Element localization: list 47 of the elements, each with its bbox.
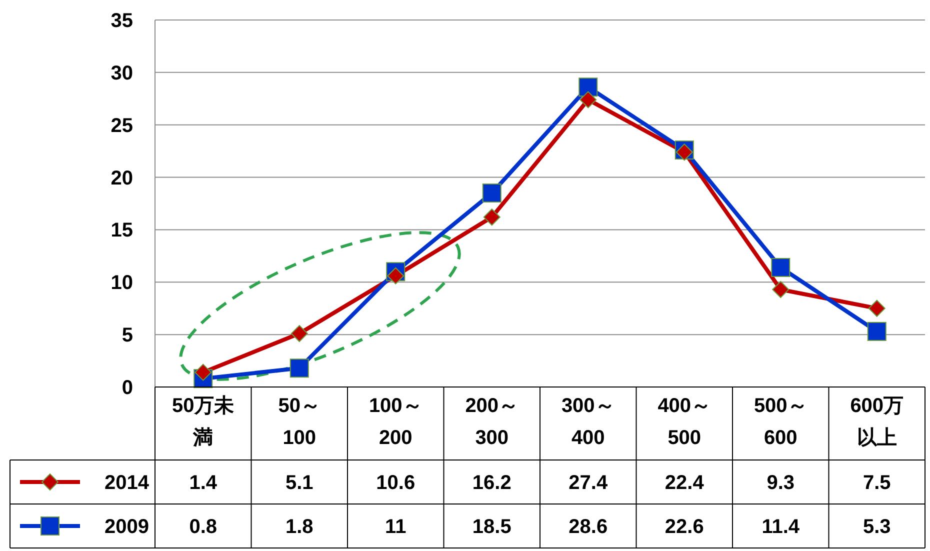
point <box>868 300 886 317</box>
point <box>387 267 404 284</box>
point <box>772 280 790 298</box>
y-tick-label: 5 <box>122 324 133 347</box>
data-label: 28.6 <box>568 516 608 538</box>
data-label: 27.4 <box>568 472 608 494</box>
y-tick-label: 30 <box>110 62 133 84</box>
x-tick-label: 300～400 <box>561 395 615 449</box>
data-label: 22.4 <box>664 472 705 494</box>
x-tick-label: 500～600 <box>754 395 808 449</box>
x-tick-label: 50～100 <box>278 395 320 449</box>
data-label: 5.3 <box>862 516 891 538</box>
data-label: 18.5 <box>472 516 512 538</box>
data-label: 11.4 <box>762 516 800 538</box>
y-tick-label: 0 <box>122 377 133 399</box>
point <box>194 364 212 381</box>
point <box>867 322 886 341</box>
data-label: 16.2 <box>472 472 512 494</box>
y-tick-label: 10 <box>110 272 133 294</box>
data-label: 22.6 <box>664 516 704 538</box>
y-tick-label: 25 <box>110 114 133 137</box>
point <box>580 91 597 108</box>
data-label: 1.4 <box>189 472 218 494</box>
x-tick-label: 400～500 <box>658 395 712 449</box>
y-tick-label: 20 <box>110 167 133 190</box>
point <box>676 144 693 161</box>
point <box>771 258 790 277</box>
data-label: 7.5 <box>862 472 891 494</box>
x-tick-label: 50万未満 <box>172 395 234 449</box>
point <box>290 358 309 378</box>
x-tick-label: 200～300 <box>465 395 519 449</box>
data-label: 5.1 <box>285 472 314 494</box>
legend-label: 2009 <box>104 516 149 538</box>
y-tick-label: 35 <box>110 10 133 32</box>
point <box>482 184 502 203</box>
x-tick-label: 600万以上 <box>850 395 904 449</box>
point <box>290 325 308 342</box>
point <box>578 78 598 97</box>
legend-label: 2014 <box>104 472 150 494</box>
data-label: 9.3 <box>766 472 795 494</box>
data-label: 10.6 <box>376 472 416 494</box>
point <box>483 208 500 226</box>
y-tick-label: 15 <box>110 220 133 242</box>
data-label: 0.8 <box>189 516 218 538</box>
data-label: 1.8 <box>285 516 314 538</box>
x-tick-label: 100～200 <box>368 395 422 449</box>
data-label: 11 <box>385 516 406 538</box>
